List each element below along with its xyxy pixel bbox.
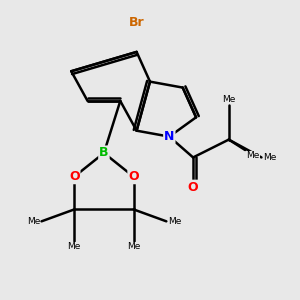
- Text: Me: Me: [247, 152, 260, 160]
- Text: Br: Br: [129, 16, 144, 29]
- Text: Me: Me: [263, 153, 276, 162]
- Text: Me: Me: [27, 217, 40, 226]
- Text: N: N: [164, 130, 175, 143]
- Text: Me: Me: [127, 242, 140, 251]
- Text: O: O: [69, 170, 80, 183]
- Text: O: O: [188, 181, 198, 194]
- Text: Me: Me: [168, 217, 181, 226]
- Text: O: O: [128, 170, 139, 183]
- Text: B: B: [99, 146, 109, 160]
- Text: Me: Me: [222, 95, 236, 104]
- Text: Me: Me: [68, 242, 81, 251]
